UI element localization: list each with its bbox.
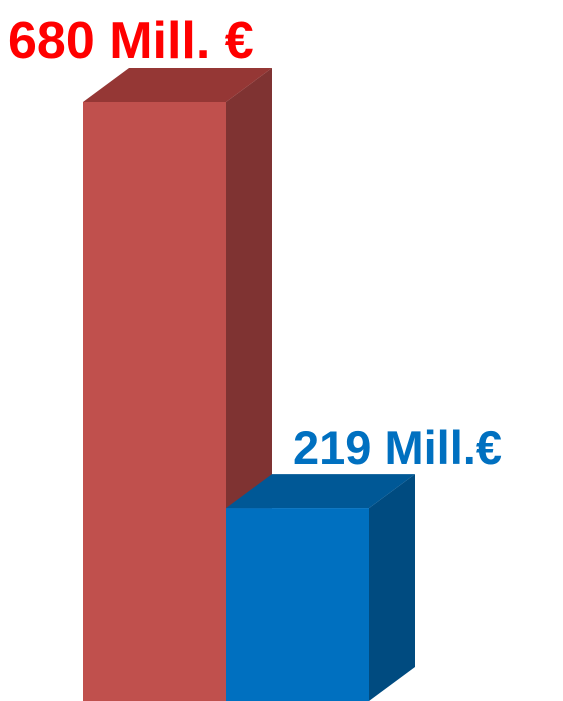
bar-top: [83, 68, 272, 102]
bar: [226, 508, 369, 701]
data-label: 680 Mill. €: [8, 12, 254, 70]
bar-top: [226, 474, 415, 509]
bar: [83, 102, 226, 701]
data-label: 219 Mill.€: [293, 421, 502, 474]
bar-side: [369, 474, 415, 701]
